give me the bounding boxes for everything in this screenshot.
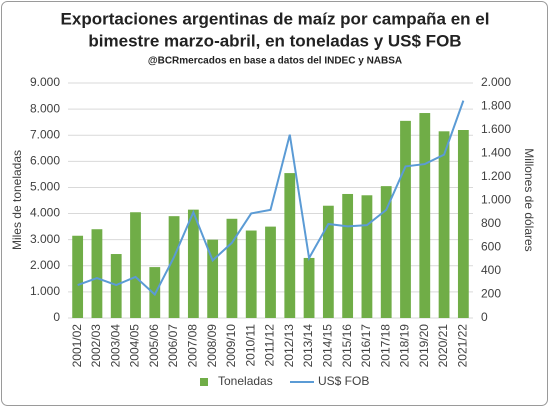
- x-tick-label: 2012/13: [282, 324, 296, 368]
- x-tick-label: 2018/19: [398, 324, 412, 368]
- x-tick-label: 2014/15: [321, 324, 335, 368]
- y2-tick-label: 200: [481, 287, 501, 301]
- y-axis-label: Miles de toneladas: [10, 150, 24, 250]
- x-tick-label: 2008/09: [205, 324, 219, 368]
- bar: [361, 195, 373, 318]
- bar: [265, 226, 276, 318]
- x-tick-label: 2006/07: [166, 324, 180, 368]
- y2-tick-label: 1.400: [481, 146, 511, 160]
- x-tick-label: 2009/10: [224, 324, 238, 368]
- x-tick-label: 2001/02: [70, 324, 84, 368]
- y2-tick-label: 400: [481, 263, 501, 277]
- bar: [322, 205, 334, 318]
- x-tick-label: 2011/12: [263, 324, 277, 367]
- bar: [245, 230, 257, 318]
- y-tick-label: 4.000: [30, 206, 60, 220]
- y-tick-label: 7.000: [30, 127, 60, 141]
- bar: [284, 173, 296, 318]
- bar: [207, 239, 219, 318]
- y-tick-label: 5.000: [30, 180, 60, 194]
- y-tick-label: 2.000: [30, 258, 60, 272]
- x-tick-label: 2015/16: [340, 324, 354, 368]
- legend-label: Toneladas: [218, 374, 273, 388]
- y2-tick-label: 1.000: [481, 193, 511, 207]
- y-tick-label: 6.000: [30, 154, 60, 168]
- bar: [438, 131, 450, 318]
- bar: [380, 186, 392, 318]
- chart-title-line: bimestre marzo-abril, en toneladas y US$…: [88, 31, 461, 50]
- y2-tick-label: 1.800: [481, 99, 511, 113]
- bar: [457, 130, 469, 318]
- bar: [168, 216, 180, 318]
- bar: [226, 218, 238, 318]
- y-tick-label: 9.000: [30, 75, 60, 89]
- y-tick-label: 0: [53, 310, 60, 324]
- legend-swatch: [200, 378, 208, 386]
- x-tick-label: 2013/14: [301, 324, 315, 368]
- bar: [400, 120, 411, 318]
- chart-subtitle: @BCRmercados en base a datos del INDEC y…: [148, 56, 402, 67]
- x-tick-label: 2020/21: [436, 324, 450, 368]
- x-tick-label: 2007/08: [186, 324, 200, 368]
- bar: [72, 235, 84, 318]
- y2-tick-label: 2.000: [481, 75, 511, 89]
- x-tick-label: 2016/17: [359, 324, 373, 368]
- x-tick-label: 2005/06: [147, 324, 161, 368]
- y-tick-label: 3.000: [30, 232, 60, 246]
- line: [77, 100, 465, 297]
- y2-tick-label: 1.200: [481, 169, 511, 183]
- x-tick-label: 2003/04: [108, 324, 122, 368]
- bar: [303, 257, 315, 318]
- legend-label: US$ FOB: [318, 374, 369, 388]
- bar: [91, 229, 103, 318]
- x-tick-label: 2019/20: [417, 324, 431, 368]
- y-tick-label: 8.000: [30, 101, 60, 115]
- y2-tick-label: 600: [481, 240, 501, 254]
- y2-tick-label: 1.600: [481, 122, 511, 136]
- y2-tick-label: 0: [481, 310, 488, 324]
- y2-tick-label: 800: [481, 216, 501, 230]
- x-tick-label: 2002/03: [89, 324, 103, 368]
- bar: [342, 193, 354, 318]
- bar: [130, 212, 141, 318]
- chart-title-line: Exportaciones argentinas de maíz por cam…: [61, 9, 490, 28]
- y2-axis-label: Millones de dólares: [522, 148, 536, 251]
- x-tick-label: 2004/05: [128, 324, 142, 368]
- y-tick-label: 1.000: [30, 284, 60, 298]
- x-tick-label: 2010/11: [243, 324, 257, 367]
- x-tick-label: 2021/22: [456, 324, 470, 368]
- bar: [187, 209, 199, 318]
- x-tick-label: 2017/18: [378, 324, 392, 368]
- bar: [419, 113, 431, 319]
